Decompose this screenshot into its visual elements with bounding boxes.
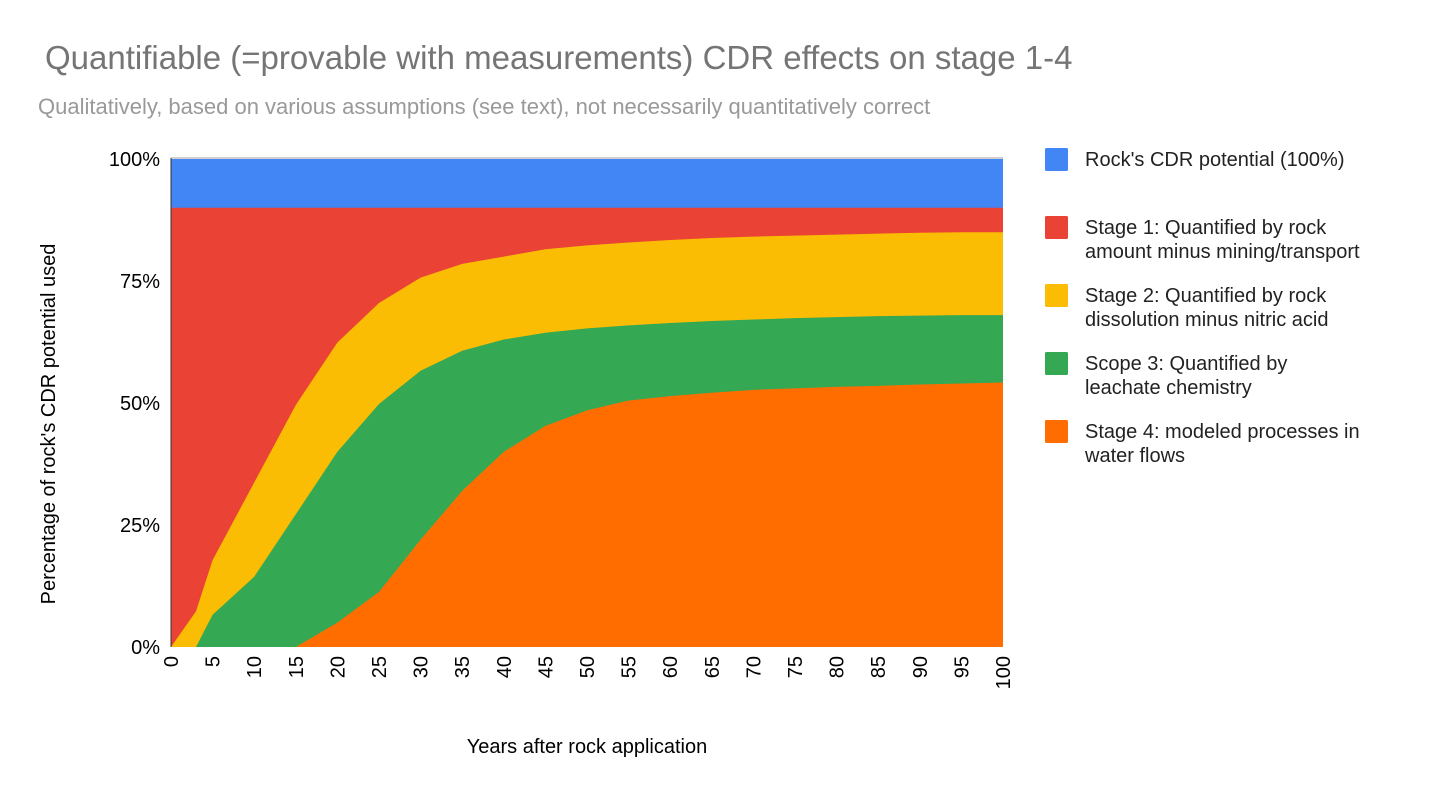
legend-item: Stage 2: Quantified by rock dissolution m… [1045, 284, 1328, 331]
y-tick-label: 50% [120, 393, 160, 415]
legend-item: Rock's CDR potential (100%) [1045, 148, 1344, 171]
chart-subtitle: Qualitatively, based on various assumpti… [38, 94, 930, 119]
y-tick-label: 75% [120, 271, 160, 293]
y-tick-label: 25% [120, 515, 160, 537]
legend-item: Stage 1: Quantified by rock amount minus … [1045, 216, 1360, 263]
legend: Rock's CDR potential (100%) Stage 1: Quan… [1045, 148, 1360, 467]
legend-label: Stage 2: Quantified by rock dissolution m… [1085, 285, 1328, 331]
plot-areas [171, 159, 1003, 648]
legend-label: Rock's CDR potential (100%) [1085, 149, 1344, 171]
x-tick-label: 40 [494, 656, 516, 678]
legend-swatch [1045, 420, 1068, 443]
y-tick-label: 100% [109, 149, 160, 171]
x-tick-label: 60 [660, 656, 682, 678]
x-tick-label: 70 [743, 656, 765, 678]
y-tick-label: 0% [131, 637, 160, 659]
x-tick-label: 90 [910, 656, 932, 678]
x-tick-label: 15 [286, 656, 308, 678]
legend-label: Stage 1: Quantified by rock amount minus … [1085, 217, 1360, 263]
x-tick-label: 95 [951, 656, 973, 678]
x-tick-label: 35 [452, 656, 474, 678]
x-tick-label: 85 [868, 656, 890, 678]
x-tick-label: 0 [161, 656, 183, 667]
x-tick-label: 5 [203, 656, 225, 667]
x-tick-label: 45 [535, 656, 557, 678]
legend-swatch [1045, 352, 1068, 375]
x-tick-label: 100 [993, 656, 1015, 689]
x-axis-label: Years after rock application [467, 736, 708, 758]
legend-swatch [1045, 216, 1068, 239]
y-axis-label: Percentage of rock's CDR potential used [38, 244, 60, 605]
legend-label: Stage 4: modeled processes in water flows [1084, 421, 1360, 467]
legend-swatch [1045, 284, 1068, 307]
legend-swatch [1045, 148, 1068, 171]
x-tick-label: 20 [327, 656, 349, 678]
x-tick-label: 75 [785, 656, 807, 678]
x-tick-label: 65 [702, 656, 724, 678]
x-tick-label: 30 [411, 656, 433, 678]
x-tick-label: 25 [369, 656, 391, 678]
area-series-5 [171, 382, 1003, 647]
x-tick-labels: 0 5 10 15 20 25 30 35 40 45 50 55 60 65 70 75 80 85 90 95 10… [161, 656, 1015, 689]
chart-title: Quantifiable (=provable with measurement… [45, 39, 1072, 76]
x-tick-label: 50 [577, 656, 599, 678]
x-tick-label: 55 [619, 656, 641, 678]
legend-label: Scope 3: Quantified by leachate chemistry [1085, 353, 1287, 399]
x-tick-label: 10 [244, 656, 266, 678]
x-tick-label: 80 [827, 656, 849, 678]
legend-item: Stage 4: modeled processes in water flows [1045, 420, 1360, 467]
y-tick-labels: 0% 25% 50% 75% 100% [109, 149, 160, 659]
legend-item: Scope 3: Quantified by leachate chemistry [1045, 352, 1287, 399]
